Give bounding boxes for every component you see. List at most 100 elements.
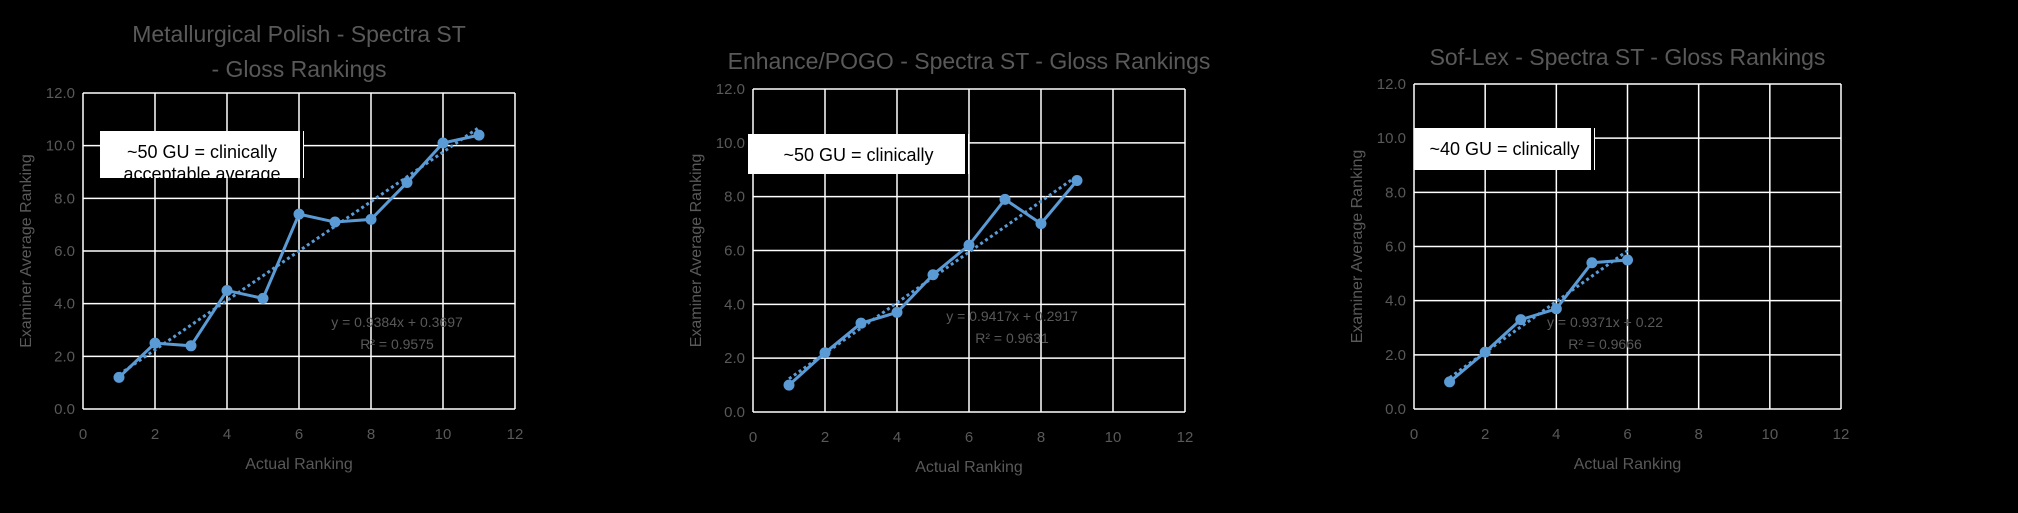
x-tick-label: 10 (1761, 426, 1778, 443)
annotation-line: ~40 GU = clinically (1429, 139, 1580, 159)
y-tick-label: 0.0 (54, 401, 75, 418)
x-tick-label: 0 (79, 426, 87, 443)
y-tick-label: 10.0 (46, 138, 75, 155)
data-point (257, 292, 269, 304)
data-point (221, 285, 233, 296)
annotation-border (1591, 126, 1594, 174)
data-point (437, 137, 449, 149)
x-axis-label: Actual Ranking (245, 456, 353, 473)
data-point (1479, 346, 1491, 358)
annotation-line: ~50 GU = clinically (783, 145, 934, 165)
data-point (819, 347, 831, 359)
y-tick-label: 12.0 (716, 81, 745, 98)
x-tick-label: 6 (295, 426, 303, 443)
y-tick-label: 10.0 (1377, 130, 1406, 147)
y-tick-label: 2.0 (724, 350, 745, 367)
chart-3: Sof-Lex - Spectra ST - Gloss Rankings 0 2 4… (1349, 44, 1849, 473)
data-point (113, 371, 125, 383)
x-tick-label: 8 (1037, 429, 1045, 446)
trendline-r-squared: R² = 0.9666 (1568, 336, 1642, 352)
data-point (473, 129, 485, 141)
data-point (1586, 257, 1598, 269)
data-point (1622, 254, 1633, 266)
y-axis-label: Examiner Average Ranking (1349, 150, 1366, 344)
y-tick-label: 8.0 (54, 190, 75, 207)
y-tick-label: 6.0 (1385, 239, 1406, 256)
data-point (891, 306, 903, 318)
y-tick-label: 10.0 (716, 135, 745, 152)
x-tick-label: 4 (893, 429, 901, 446)
annotation-textbox: ~50 GU = clinically acceptable average (100, 131, 304, 178)
y-tick-label: 12.0 (1377, 76, 1406, 93)
annotation-border (965, 132, 968, 178)
y-tick-label: 8.0 (1385, 184, 1406, 201)
y-tick-label: 0.0 (1385, 401, 1406, 418)
x-tick-label: 8 (367, 426, 375, 443)
x-tick-label: 12 (507, 426, 524, 443)
data-point (401, 177, 413, 189)
data-point (963, 239, 975, 251)
chart-title: Enhance/POGO - Spectra ST - Gloss Rankin… (728, 48, 1211, 74)
annotation-textbox: ~40 GU = clinically (1414, 128, 1595, 170)
annotation-line: ~50 GU = clinically (126, 142, 278, 162)
annotation-line: acceptable average (123, 164, 281, 178)
chart-title: Sof-Lex - Spectra ST - Gloss Rankings (1430, 44, 1826, 70)
trendline-equation: y = 0.9371x + 0.22 (1547, 314, 1663, 330)
y-tick-label: 6.0 (724, 243, 745, 260)
y-tick-label: 2.0 (1385, 347, 1406, 364)
chart-title: - Gloss Rankings (211, 56, 386, 82)
x-axis-label: Actual Ranking (1574, 456, 1682, 473)
y-axis-label: Examiner Average Ranking (688, 154, 705, 348)
data-point (927, 269, 939, 281)
y-axis-label: Examiner Average Ranking (18, 154, 35, 348)
data-point (329, 216, 341, 228)
chart-title: Metallurgical Polish - Spectra ST (132, 21, 466, 47)
data-point (999, 193, 1011, 205)
data-point (783, 379, 795, 391)
data-point (1444, 376, 1456, 388)
x-tick-label: 10 (1105, 429, 1122, 446)
x-tick-label: 4 (223, 426, 231, 443)
x-tick-label: 2 (1481, 426, 1489, 443)
y-tick-label: 2.0 (54, 348, 75, 365)
data-point (365, 213, 377, 225)
x-tick-label: 4 (1552, 426, 1560, 443)
data-point (1550, 303, 1562, 315)
x-tick-label: 6 (965, 429, 973, 446)
x-tick-label: 2 (151, 426, 159, 443)
x-tick-label: 12 (1833, 426, 1850, 443)
y-tick-label: 4.0 (1385, 293, 1406, 310)
trendline-equation: y = 0.9384x + 0.3697 (331, 314, 463, 330)
data-point (1515, 314, 1527, 326)
x-tick-label: 10 (435, 426, 452, 443)
x-tick-label: 0 (749, 429, 757, 446)
y-tick-label: 4.0 (54, 296, 75, 313)
y-tick-label: 4.0 (724, 296, 745, 313)
y-tick-label: 8.0 (724, 189, 745, 206)
trendline-r-squared: R² = 0.9631 (975, 330, 1049, 346)
data-point (1035, 218, 1047, 230)
data-point (855, 317, 867, 329)
chart-1: Metallurgical Polish - Spectra ST - Gloss… (18, 21, 523, 473)
x-tick-label: 0 (1410, 426, 1418, 443)
trendline (118, 126, 480, 376)
annotation-border (300, 129, 303, 182)
x-tick-label: 2 (821, 429, 829, 446)
x-tick-label: 6 (1623, 426, 1631, 443)
x-axis-label: Actual Ranking (915, 459, 1023, 476)
series-line (1448, 258, 1628, 384)
data-point (149, 337, 161, 349)
series-line (787, 179, 1079, 387)
x-tick-label: 8 (1694, 426, 1702, 443)
y-tick-label: 12.0 (46, 85, 75, 102)
chart-2: Enhance/POGO - Spectra ST - Gloss Rankin… (688, 48, 1210, 476)
data-point (1071, 175, 1083, 187)
x-tick-label: 12 (1177, 429, 1194, 446)
trendline-r-squared: R² = 0.9575 (360, 336, 434, 352)
data-point (185, 340, 197, 352)
trendline-equation: y = 0.9417x + 0.2917 (946, 308, 1078, 324)
data-point (293, 208, 305, 220)
annotation-textbox: ~50 GU = clinically (748, 134, 969, 174)
y-tick-label: 0.0 (724, 404, 745, 421)
